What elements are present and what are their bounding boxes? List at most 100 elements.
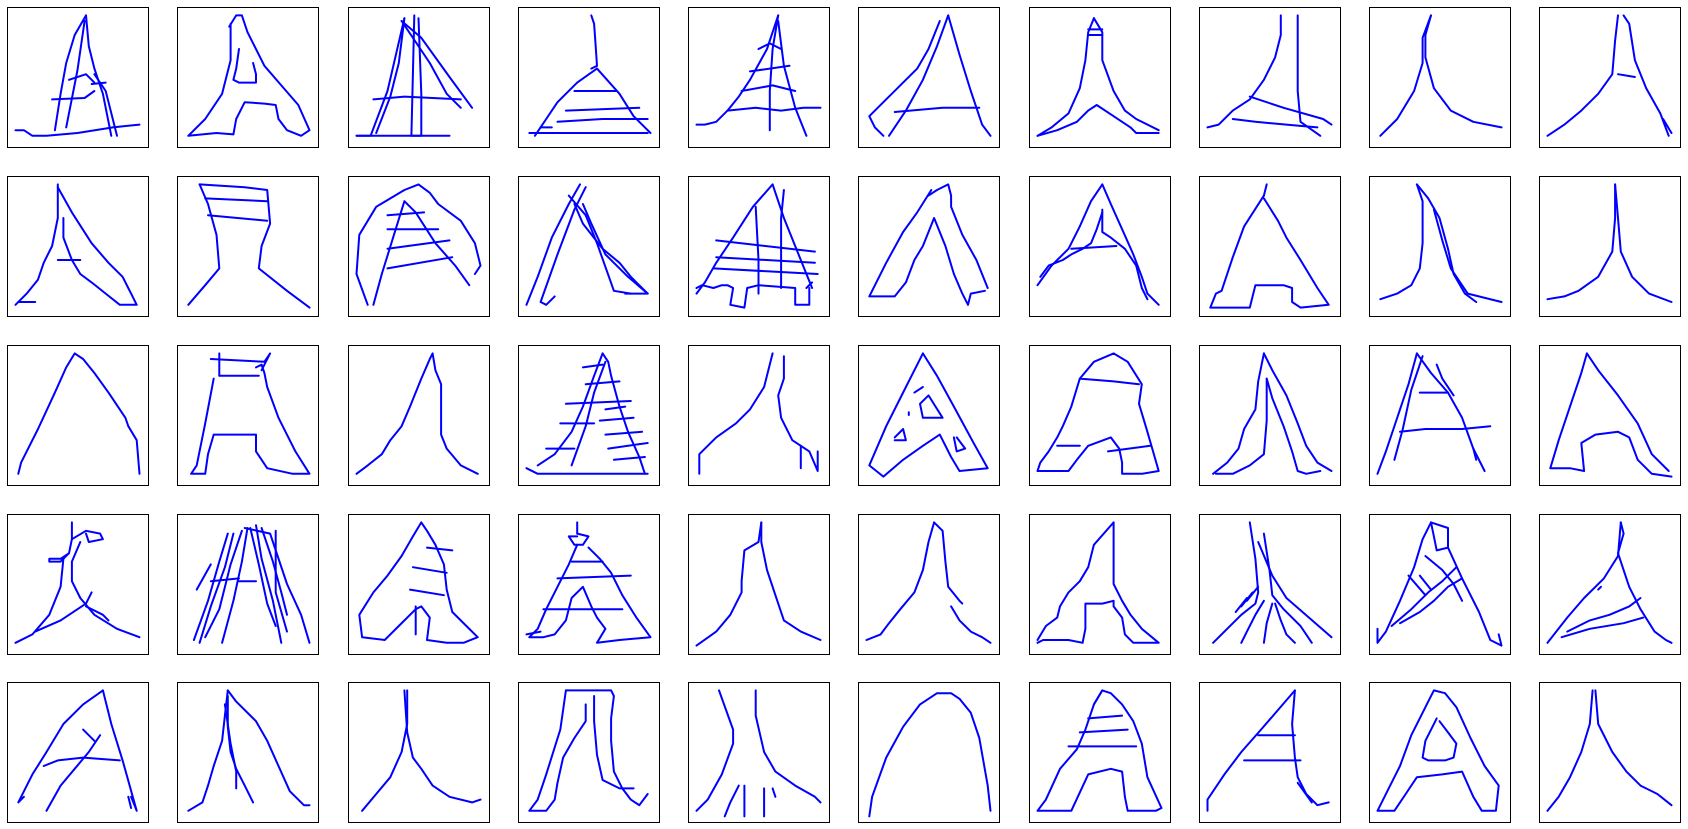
sample-cell bbox=[1369, 7, 1511, 148]
pen-stroke bbox=[17, 352, 141, 475]
pen-stroke bbox=[14, 183, 59, 306]
pen-stroke bbox=[868, 692, 992, 818]
sample-cell bbox=[518, 176, 660, 317]
pen-stroke bbox=[1407, 574, 1427, 597]
pen-stroke bbox=[1039, 211, 1104, 278]
pen-stroke bbox=[1376, 689, 1500, 812]
cell-frame bbox=[1199, 682, 1341, 823]
pen-stroke bbox=[604, 405, 627, 411]
sample-cell bbox=[348, 682, 490, 823]
cell-frame bbox=[348, 7, 490, 148]
pen-stroke bbox=[403, 689, 482, 804]
pen-stroke bbox=[51, 90, 96, 101]
pen-stroke bbox=[1546, 183, 1617, 301]
sample-cell bbox=[858, 514, 1000, 655]
cell-frame bbox=[1199, 345, 1341, 486]
pen-stroke bbox=[1430, 521, 1449, 552]
pen-stroke bbox=[70, 529, 104, 543]
pen-stroke bbox=[1376, 521, 1432, 644]
pen-stroke bbox=[777, 355, 819, 472]
pen-stroke bbox=[564, 689, 649, 807]
sample-cell bbox=[7, 345, 149, 486]
pen-stroke bbox=[204, 529, 243, 639]
pen-stroke bbox=[1614, 183, 1673, 303]
pen-stroke bbox=[1415, 183, 1478, 303]
pen-stroke bbox=[85, 605, 110, 622]
pen-stroke bbox=[386, 256, 454, 270]
cell-frame bbox=[348, 682, 490, 823]
pen-stroke bbox=[525, 183, 581, 306]
pen-stroke bbox=[539, 186, 587, 306]
pen-stroke bbox=[1296, 781, 1313, 804]
sample-cell bbox=[518, 7, 660, 148]
sample-cell bbox=[7, 682, 149, 823]
sample-cell bbox=[1029, 176, 1171, 317]
sample-cell bbox=[1539, 514, 1681, 655]
pen-stroke bbox=[740, 84, 797, 92]
pen-stroke bbox=[375, 17, 406, 134]
pen-stroke bbox=[1036, 521, 1160, 644]
pen-stroke bbox=[1234, 597, 1248, 613]
pen-stroke bbox=[564, 106, 641, 112]
pen-stroke bbox=[209, 352, 272, 372]
pen-stroke bbox=[695, 521, 763, 647]
pen-stroke bbox=[187, 689, 229, 812]
sample-cell bbox=[348, 176, 490, 317]
cell-frame bbox=[858, 514, 1000, 655]
sample-cell bbox=[1539, 7, 1681, 148]
cell-frame bbox=[1199, 176, 1341, 317]
sample-cell bbox=[688, 514, 830, 655]
pen-stroke bbox=[190, 363, 311, 475]
pen-stroke bbox=[1087, 714, 1124, 720]
cell-frame bbox=[518, 345, 660, 486]
cell-frame bbox=[1539, 176, 1681, 317]
pen-stroke bbox=[1546, 689, 1594, 812]
pen-stroke bbox=[757, 42, 783, 50]
pen-stroke bbox=[1092, 17, 1160, 132]
pen-stroke bbox=[1622, 14, 1670, 137]
pen-stroke bbox=[927, 183, 989, 289]
pen-stroke bbox=[355, 183, 482, 306]
pen-stroke bbox=[919, 394, 944, 419]
pen-stroke bbox=[17, 689, 104, 804]
sample-cell bbox=[1199, 345, 1341, 486]
sample-cell bbox=[1539, 682, 1681, 823]
pen-stroke bbox=[868, 20, 941, 137]
cell-frame bbox=[1369, 345, 1511, 486]
pen-stroke bbox=[573, 203, 649, 295]
pen-stroke bbox=[590, 14, 598, 70]
pen-stroke bbox=[221, 527, 249, 644]
pen-stroke bbox=[556, 118, 649, 123]
pen-stroke bbox=[1399, 425, 1492, 433]
pen-stroke bbox=[232, 48, 257, 84]
pen-stroke bbox=[1262, 352, 1333, 472]
sample-cell bbox=[518, 514, 660, 655]
sample-cell bbox=[348, 7, 490, 148]
pen-stroke bbox=[556, 574, 632, 580]
cell-frame bbox=[688, 176, 830, 317]
pen-stroke bbox=[386, 211, 426, 217]
pen-stroke bbox=[204, 197, 269, 203]
pen-stroke bbox=[768, 14, 780, 132]
pen-stroke bbox=[1435, 363, 1455, 397]
pen-stroke bbox=[567, 532, 590, 546]
pen-stroke bbox=[581, 363, 604, 369]
cell-frame bbox=[858, 682, 1000, 823]
pen-stroke bbox=[888, 14, 950, 137]
pen-stroke bbox=[607, 442, 649, 450]
pen-stroke bbox=[85, 14, 113, 137]
pen-stroke bbox=[1078, 728, 1129, 734]
pen-stroke bbox=[596, 67, 652, 134]
pen-stroke bbox=[698, 352, 774, 475]
sample-cell bbox=[858, 176, 1000, 317]
sample-cell bbox=[688, 7, 830, 148]
pen-stroke bbox=[198, 183, 311, 309]
pen-stroke bbox=[567, 194, 632, 295]
sample-cell bbox=[7, 7, 149, 148]
pen-stroke bbox=[209, 577, 240, 583]
pen-stroke bbox=[1566, 597, 1642, 633]
pen-stroke bbox=[1418, 574, 1432, 591]
pen-stroke bbox=[952, 436, 967, 453]
pen-stroke bbox=[1036, 183, 1104, 287]
pen-stroke bbox=[361, 689, 409, 812]
